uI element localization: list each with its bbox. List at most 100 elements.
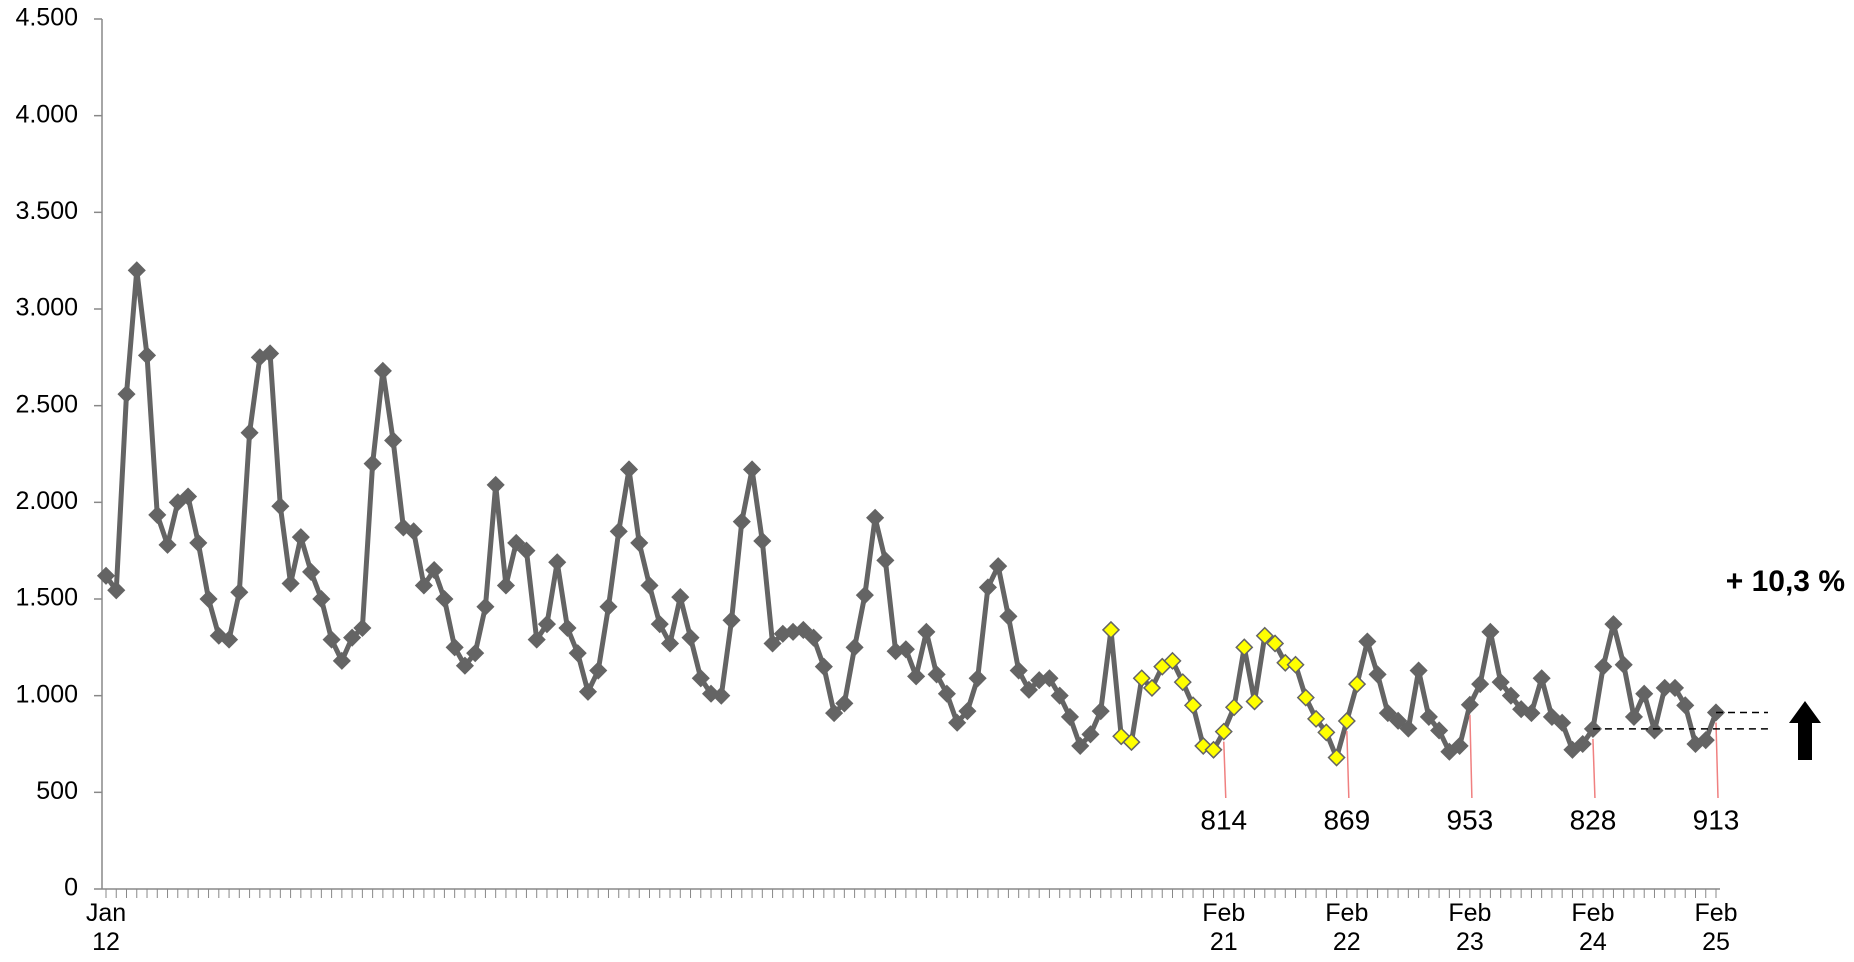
y-tick-label: 1.000 xyxy=(15,680,78,708)
marker xyxy=(343,628,362,647)
y-tick-label: 0 xyxy=(64,874,78,902)
marker xyxy=(712,686,731,705)
marker xyxy=(978,578,997,597)
marker xyxy=(1532,669,1551,688)
marker xyxy=(1296,688,1315,707)
y-tick-label: 2.000 xyxy=(15,487,78,515)
marker xyxy=(527,630,546,649)
label-leader xyxy=(1592,738,1596,799)
marker xyxy=(137,346,157,365)
marker xyxy=(96,566,116,585)
y-tick-label: 2.500 xyxy=(15,390,78,418)
marker xyxy=(219,630,239,649)
marker xyxy=(271,497,290,516)
marker xyxy=(1009,661,1028,680)
marker xyxy=(1173,673,1192,692)
marker xyxy=(353,618,372,638)
marker xyxy=(394,518,413,537)
marker xyxy=(835,694,854,713)
marker xyxy=(804,628,823,647)
marker xyxy=(814,657,833,676)
marker xyxy=(373,361,392,380)
marker xyxy=(1040,669,1059,688)
marker xyxy=(968,669,987,688)
value-label: 953 xyxy=(1447,804,1494,835)
marker xyxy=(1050,686,1069,705)
marker xyxy=(630,533,649,552)
marker xyxy=(1337,711,1356,731)
marker xyxy=(1224,698,1244,717)
marker xyxy=(1522,704,1541,723)
marker xyxy=(1276,653,1295,672)
marker xyxy=(1481,622,1500,641)
marker xyxy=(291,528,310,547)
marker xyxy=(660,634,680,653)
marker xyxy=(1019,680,1038,699)
x-tick-label: Feb 23 xyxy=(1448,899,1491,956)
marker xyxy=(1696,731,1715,750)
marker xyxy=(609,522,628,541)
marker xyxy=(732,512,751,531)
marker xyxy=(1306,709,1326,728)
marker xyxy=(1491,673,1510,692)
marker xyxy=(1101,620,1121,639)
marker xyxy=(1583,719,1603,738)
marker xyxy=(117,385,136,404)
marker xyxy=(507,533,526,552)
x-tick-label: Feb 24 xyxy=(1571,899,1614,956)
marker xyxy=(989,557,1008,576)
label-leader xyxy=(1469,714,1473,799)
x-tick-label: Jan 12 xyxy=(86,899,126,956)
marker xyxy=(845,638,864,657)
marker xyxy=(1204,740,1223,759)
value-label: 869 xyxy=(1323,804,1370,835)
marker xyxy=(1624,707,1644,726)
marker xyxy=(466,644,485,663)
marker xyxy=(1081,725,1100,744)
marker xyxy=(1594,657,1613,676)
marker xyxy=(312,589,331,609)
marker xyxy=(1419,707,1438,726)
marker xyxy=(486,475,505,494)
marker xyxy=(1358,632,1377,651)
marker xyxy=(425,560,444,580)
marker xyxy=(1399,719,1418,738)
marker xyxy=(517,541,536,560)
y-tick-label: 1.500 xyxy=(15,584,78,612)
up-arrow xyxy=(1789,701,1821,760)
marker xyxy=(794,620,813,639)
marker xyxy=(568,644,587,663)
marker xyxy=(927,665,946,684)
marker xyxy=(1635,684,1654,703)
marker xyxy=(322,630,341,649)
marker xyxy=(414,576,433,595)
marker xyxy=(404,522,423,541)
marker xyxy=(384,431,403,450)
marker xyxy=(578,682,598,701)
marker xyxy=(1163,651,1182,670)
marker xyxy=(753,531,772,551)
marker xyxy=(476,597,495,616)
marker xyxy=(619,460,639,479)
marker xyxy=(1245,692,1264,711)
marker xyxy=(107,581,126,600)
marker xyxy=(199,589,218,609)
marker xyxy=(1665,678,1685,697)
marker xyxy=(1142,678,1162,697)
marker xyxy=(189,533,208,552)
marker xyxy=(332,651,351,670)
marker xyxy=(691,669,710,688)
marker xyxy=(548,553,567,572)
marker xyxy=(148,505,167,524)
marker xyxy=(681,628,700,647)
marker xyxy=(230,583,249,602)
marker xyxy=(1450,736,1469,755)
marker xyxy=(1091,702,1110,721)
marker xyxy=(1317,723,1336,742)
marker xyxy=(1604,615,1623,634)
marker xyxy=(1378,704,1397,723)
marker xyxy=(1071,736,1090,755)
x-tick-label: Feb 22 xyxy=(1325,899,1368,956)
marker xyxy=(917,622,936,641)
